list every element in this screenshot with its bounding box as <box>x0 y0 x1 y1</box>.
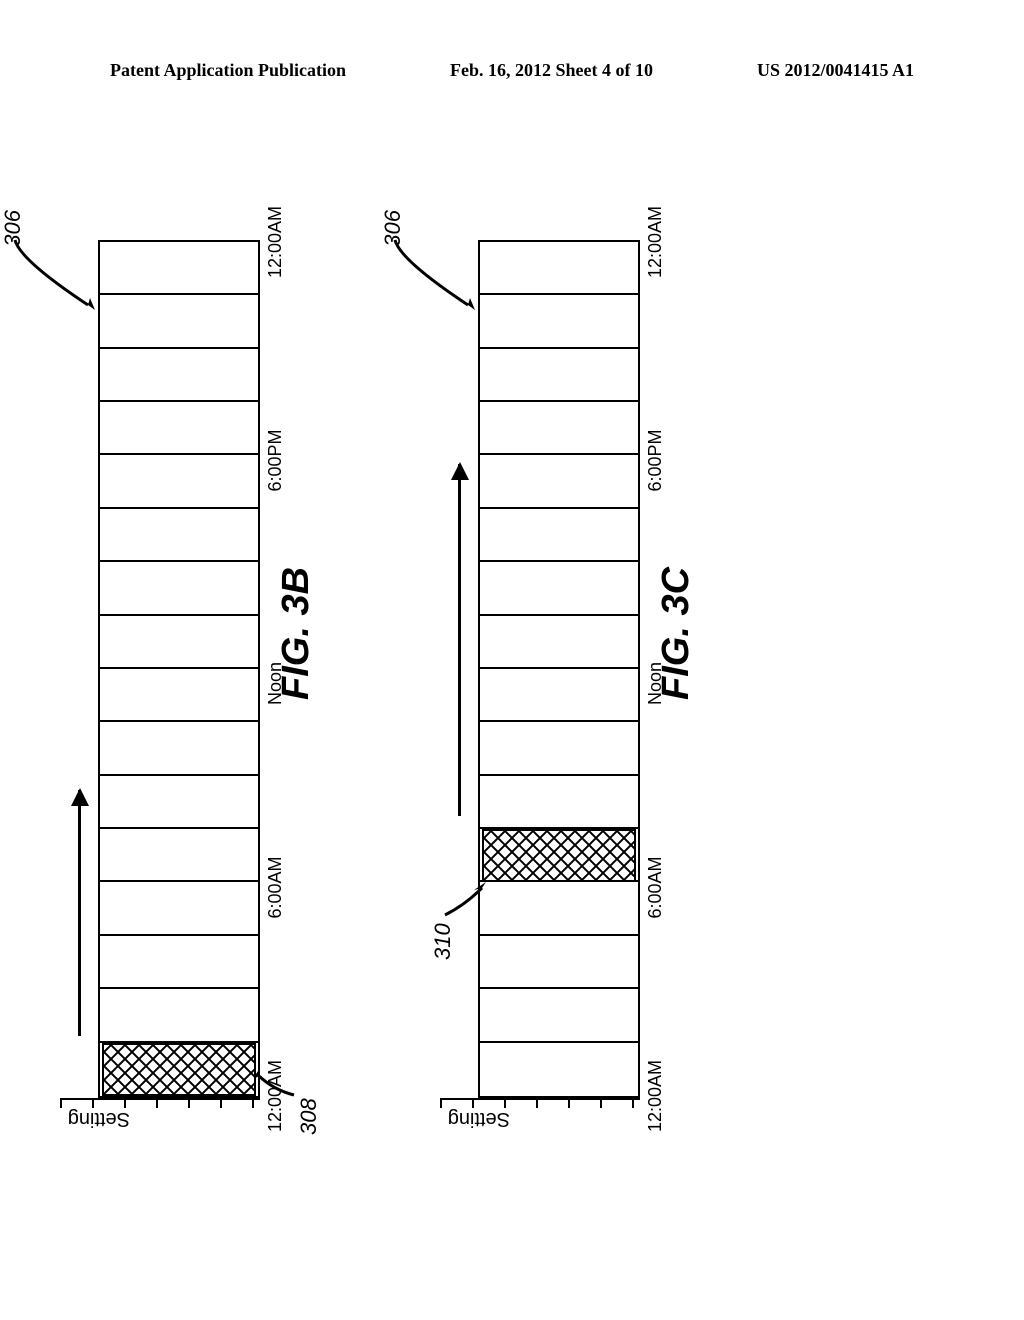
grid-area-3c: 12:00AM6:00AMNoon6:00PM12:00AM <box>478 240 640 1098</box>
x-label: 6:00AM <box>645 856 666 918</box>
ref-310-label: 310 <box>430 923 456 960</box>
fig-3c-caption: FIG. 3C <box>655 567 698 700</box>
header-left: Patent Application Publication <box>110 60 346 81</box>
ref-306-arrow-c <box>390 230 480 320</box>
fig-3b-caption: FIG. 3B <box>275 567 318 700</box>
arrow-3c <box>458 464 461 816</box>
x-label: 12:00AM <box>645 1060 666 1132</box>
x-label: 6:00PM <box>265 429 286 491</box>
y-axis-3c <box>440 1100 640 1120</box>
x-label: 6:00PM <box>645 429 666 491</box>
crosshatch-icon <box>484 831 634 880</box>
ref-310-arrow <box>440 870 488 920</box>
hatch-region-308 <box>102 1043 256 1096</box>
x-label: 12:00AM <box>265 206 286 278</box>
y-axis-3b <box>60 1100 260 1120</box>
crosshatch-icon <box>104 1045 254 1094</box>
grid-area-3b: 12:00AM6:00AMNoon6:00PM12:00AM <box>98 240 260 1098</box>
ref-306-arrow-b <box>10 230 100 320</box>
hatch-region-310 <box>482 829 636 882</box>
ref-308-label: 308 <box>296 1098 322 1135</box>
chart-frame-3c: Setting <box>440 240 640 1120</box>
page-header: Patent Application Publication Feb. 16, … <box>0 60 1024 81</box>
header-right: US 2012/0041415 A1 <box>757 60 914 81</box>
x-label: 6:00AM <box>265 856 286 918</box>
figure-area: Setting <box>60 380 980 1020</box>
chart-3c: Setting <box>440 240 640 1160</box>
chart-3b: Setting <box>60 240 260 1160</box>
chart-frame-3b: Setting <box>60 240 260 1120</box>
ref-308-arrow <box>254 1050 302 1100</box>
arrow-3b <box>78 790 81 1036</box>
x-label: 12:00AM <box>645 206 666 278</box>
header-center: Feb. 16, 2012 Sheet 4 of 10 <box>450 60 653 81</box>
